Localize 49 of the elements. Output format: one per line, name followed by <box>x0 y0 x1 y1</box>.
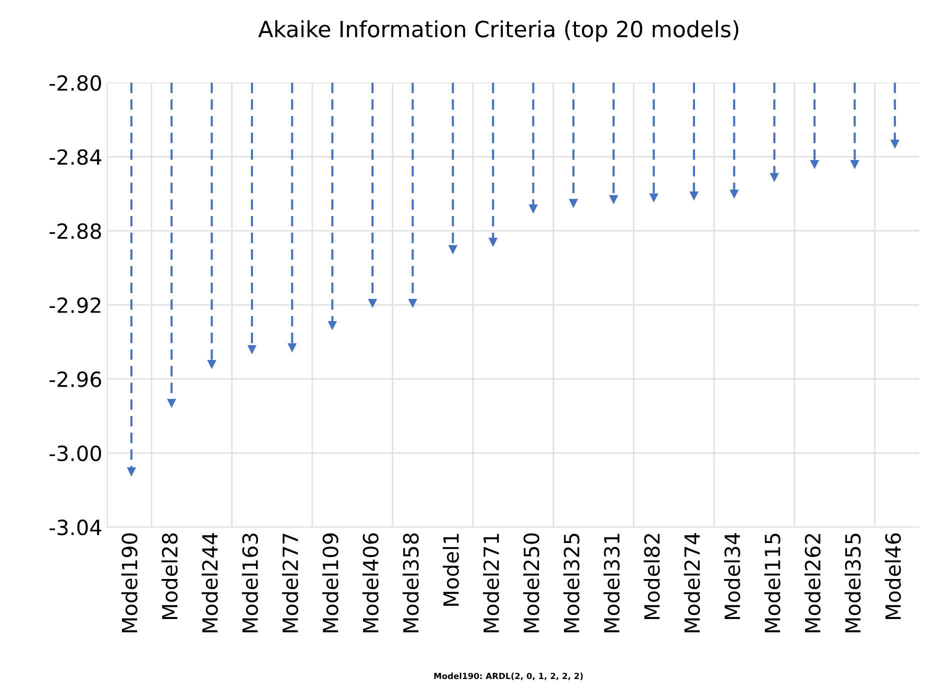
point <box>770 172 779 182</box>
y-tick-label: -2.92 <box>50 297 100 314</box>
x-tick-label: Model250 <box>523 533 540 632</box>
point <box>248 345 256 354</box>
x-tick-label: Model355 <box>844 534 861 632</box>
x-tick-label: Model406 <box>362 533 379 632</box>
x-tick-label: Model34 <box>724 533 740 619</box>
x-tick-label: Model1 <box>442 534 459 606</box>
point <box>208 360 216 368</box>
point <box>328 321 336 330</box>
point <box>690 191 698 200</box>
x-tick-label: Model115 <box>764 534 780 632</box>
chart-title: Akaike Information Criteria (top 20 models) <box>258 20 738 42</box>
point <box>368 298 377 308</box>
point <box>448 245 458 254</box>
x-tick-label: Model190 <box>121 533 138 632</box>
point <box>529 204 538 213</box>
point <box>488 238 498 246</box>
x-tick-label: Model274 <box>684 533 700 632</box>
point <box>288 343 296 352</box>
point <box>408 298 417 308</box>
x-tick-label: Model262 <box>804 534 821 632</box>
point <box>730 190 738 198</box>
x-tick-label: Model109 <box>322 533 338 632</box>
x-tick-label: Model163 <box>242 534 258 632</box>
x-tick-label: Model325 <box>563 534 580 632</box>
x-tick-label: Model358 <box>402 533 419 632</box>
y-tick-label: -2.96 <box>50 371 102 388</box>
y-tick-label: -3.00 <box>50 445 102 462</box>
y-tick-label: -3.04 <box>50 520 102 536</box>
y-tick-label: -2.84 <box>50 149 102 165</box>
point <box>650 193 658 202</box>
x-tick-label: Model244 <box>202 533 218 632</box>
x-tick-label: Model46 <box>884 533 901 619</box>
point <box>127 467 136 476</box>
x-tick-label: Model271 <box>482 534 500 632</box>
point <box>850 160 859 168</box>
x-tick-label: Model277 <box>282 534 298 632</box>
point <box>167 398 176 408</box>
text: Model190: ARDL(2, 0, 1, 2, 2, 2) <box>434 672 583 680</box>
y-tick-label: -2.80 <box>50 75 102 91</box>
point <box>609 195 618 204</box>
point <box>569 198 578 208</box>
point <box>810 160 819 168</box>
point <box>890 140 900 148</box>
x-tick-label: Model28 <box>162 533 178 619</box>
x-tick-label: Model331 <box>604 534 620 632</box>
x-tick-label: Model82 <box>644 534 660 619</box>
y-tick-label: -2.88 <box>50 223 102 240</box>
